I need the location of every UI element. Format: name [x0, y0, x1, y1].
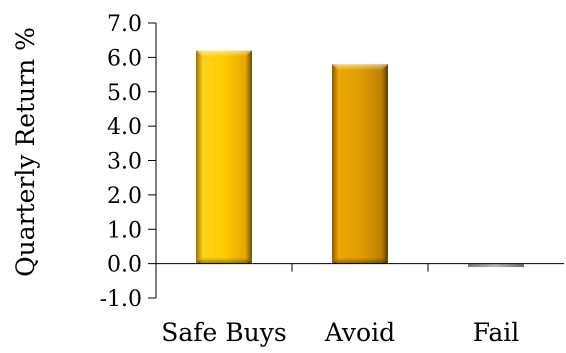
bar-avoid [332, 64, 388, 264]
x-axis-ticks [291, 263, 429, 272]
bar-body [332, 64, 388, 264]
bar-fail [468, 263, 524, 268]
y-tick-label: 4.0 [107, 115, 142, 140]
y-tick-label: 1.0 [107, 218, 142, 243]
bar-safe-buys [196, 50, 252, 264]
y-tick-label: 0.0 [107, 253, 142, 278]
x-axis-labels: Safe Buys Avoid Fail [161, 318, 519, 347]
y-tick-label: 7.0 [107, 12, 142, 37]
bar-body [468, 263, 524, 268]
bar-bevel-bottom [332, 257, 388, 264]
x-tick-label: Safe Buys [161, 318, 286, 347]
bar-bevel-top [332, 64, 388, 71]
bars [196, 50, 524, 268]
y-tick-label: 6.0 [107, 46, 142, 71]
bar-bevel-bottom [196, 257, 252, 264]
x-tick-label: Fail [473, 318, 520, 347]
y-axis-ticks: -1.0 0.0 1.0 2.0 3.0 4.0 5.0 6.0 7.0 [100, 12, 156, 312]
x-tick-label: Avoid [324, 318, 395, 347]
y-tick-label: -1.0 [100, 287, 142, 312]
y-tick-label: 5.0 [107, 81, 142, 106]
bar-body [196, 50, 252, 264]
y-tick-label: 3.0 [107, 150, 142, 175]
y-axis-title: Quarterly Return % [11, 27, 40, 277]
y-tick-label: 2.0 [107, 184, 142, 209]
bar-bevel-top [196, 50, 252, 57]
